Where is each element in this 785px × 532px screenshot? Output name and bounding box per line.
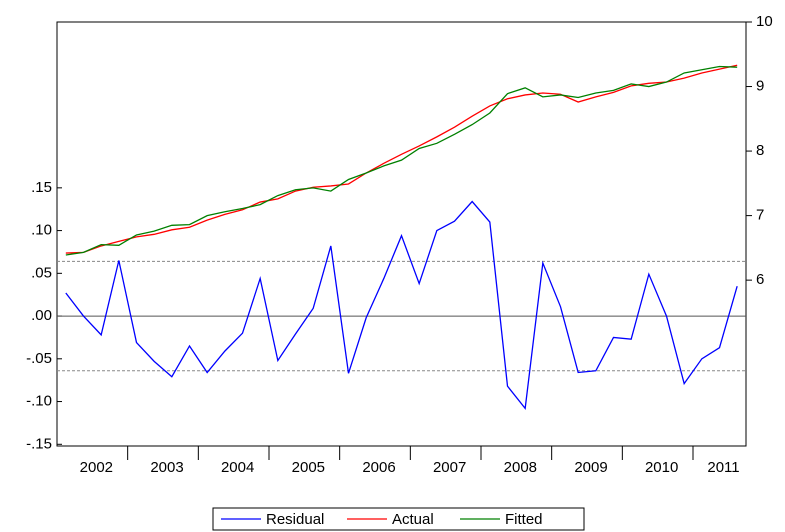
series-line (65, 64, 738, 254)
y-tick-label: .15 (31, 179, 52, 196)
legend-label: Fitted (505, 511, 543, 528)
x-tick-label: 2004 (221, 459, 254, 476)
x-tick-label: 2006 (362, 459, 395, 476)
legend-label: Residual (266, 511, 324, 528)
y-tick-label: .00 (31, 307, 52, 324)
x-tick-label: 2008 (504, 459, 537, 476)
y-tick-label: .10 (31, 222, 52, 239)
x-tick-label: 2009 (574, 459, 607, 476)
series-line (65, 65, 738, 256)
y2-tick-label: 8 (756, 142, 764, 159)
y-tick-label: -.10 (26, 393, 52, 410)
x-tick-label: 2003 (150, 459, 183, 476)
y-tick-label: .05 (31, 264, 52, 281)
x-tick-label: 2005 (292, 459, 325, 476)
plot-frame (56, 21, 747, 447)
x-tick-label: 2002 (80, 459, 113, 476)
legend-box (212, 507, 585, 531)
y2-tick-label: 7 (756, 207, 764, 224)
x-tick-label: 2007 (433, 459, 466, 476)
series-line (65, 200, 738, 411)
y-tick-label: -.15 (26, 435, 52, 452)
legend-label: Actual (392, 511, 434, 528)
x-tick-label: 2010 (645, 459, 678, 476)
y-tick-label: -.05 (26, 350, 52, 367)
y2-tick-label: 10 (756, 13, 773, 30)
y2-tick-label: 6 (756, 271, 764, 288)
x-tick-label: 2011 (707, 459, 739, 476)
y2-tick-label: 9 (756, 78, 764, 95)
